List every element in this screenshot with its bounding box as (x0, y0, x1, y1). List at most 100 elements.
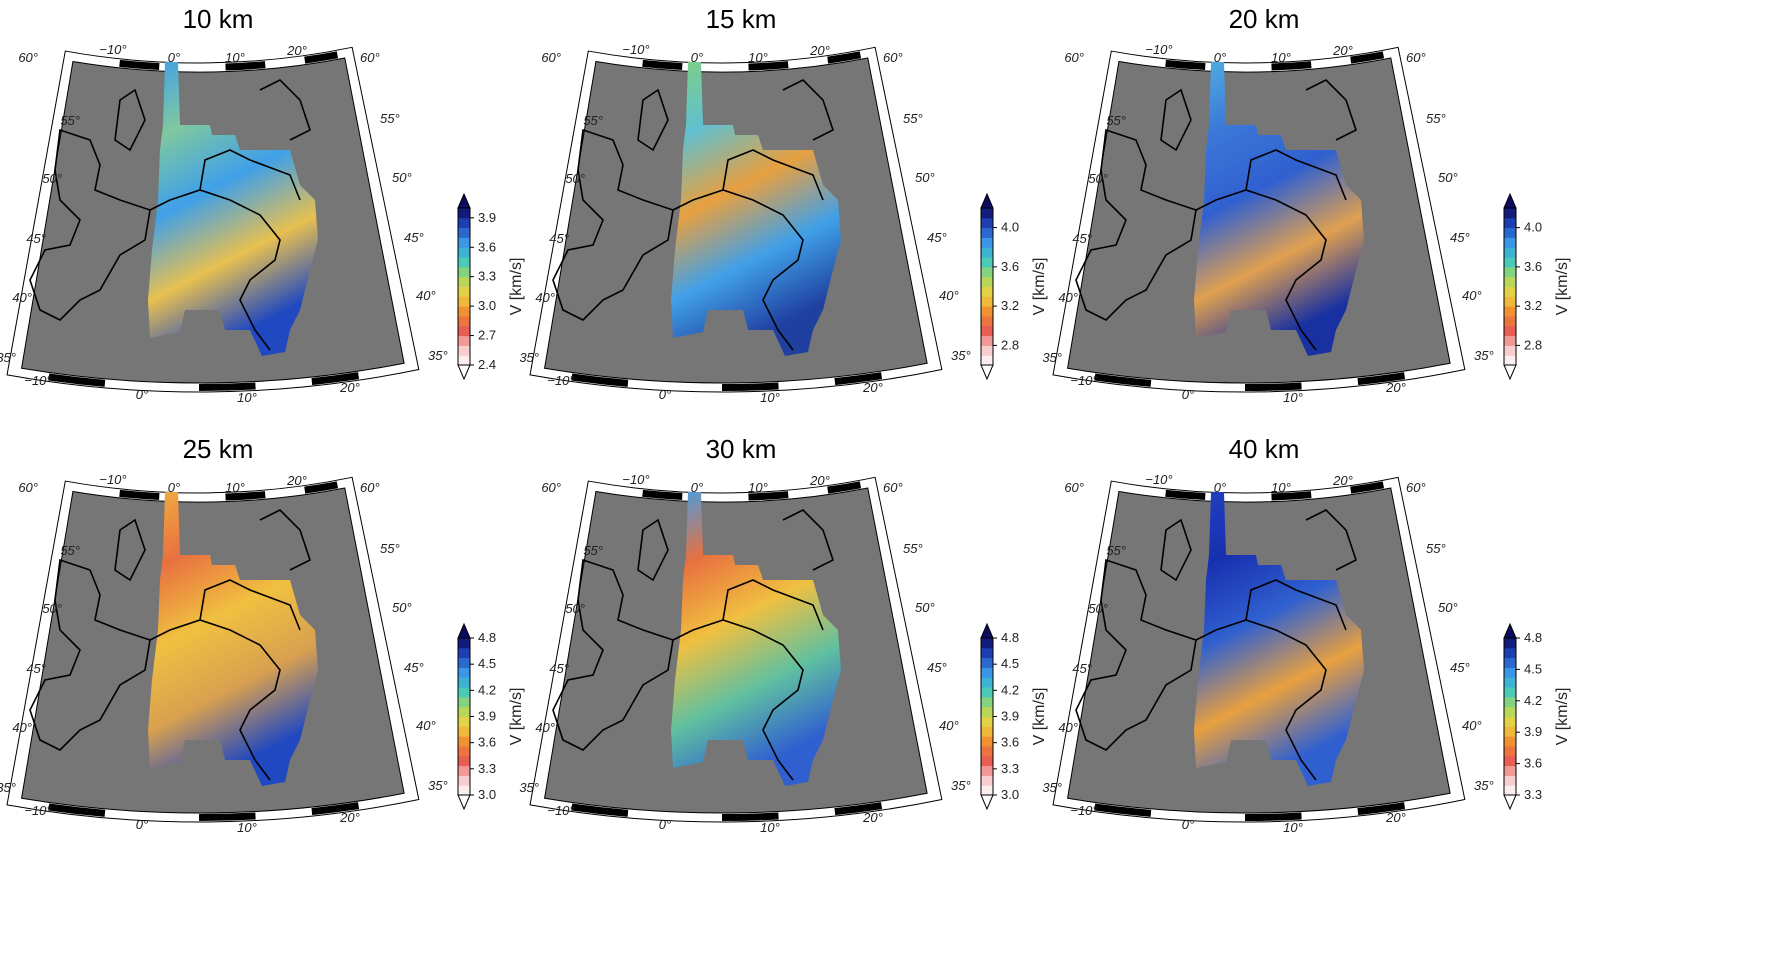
colorbar-segment (981, 287, 993, 297)
lon-label: −10° (1070, 803, 1097, 818)
lon-label: 10° (1283, 820, 1303, 835)
colorbar-segment (981, 316, 993, 326)
colorbar-segment (1504, 785, 1516, 795)
lon-label: 0° (136, 817, 148, 832)
colorbar-segment (1504, 746, 1516, 756)
lon-label: 0° (691, 480, 703, 495)
lat-label: 50° (915, 170, 935, 185)
colorbar-tick-label: 3.6 (478, 735, 496, 750)
map-panel: 25 km60°60°55°55°50°50°45°45°40°40°35°35… (0, 434, 525, 835)
lon-label: 20° (1385, 380, 1406, 395)
lon-label: 0° (168, 480, 180, 495)
lat-label: 35° (0, 350, 16, 365)
colorbar-min-triangle (1504, 365, 1516, 379)
lat-label: 50° (42, 171, 62, 186)
colorbar-segment (1504, 237, 1516, 247)
lon-label: 0° (1214, 480, 1226, 495)
colorbar-segment (458, 306, 470, 316)
lat-label: 50° (565, 601, 585, 616)
colorbar-segment (1504, 717, 1516, 727)
lon-label: −10° (99, 472, 126, 487)
colorbar-segment (458, 638, 470, 648)
colorbar-segment (981, 277, 993, 287)
lon-label: 20° (286, 473, 307, 488)
colorbar-tick-label: 4.8 (478, 630, 496, 645)
colorbar-tick-label: 3.3 (478, 269, 496, 284)
colorbar-segment (458, 697, 470, 707)
lat-label: 45° (404, 660, 424, 675)
colorbar-segment (1504, 267, 1516, 277)
lat-label: 55° (1106, 543, 1126, 558)
colorbar-segment (981, 785, 993, 795)
lat-label: 40° (1462, 288, 1482, 303)
lat-label: 35° (428, 348, 448, 363)
map-panel: 30 km60°60°55°55°50°50°45°45°40°40°35°35… (519, 434, 1048, 835)
colorbar-min-triangle (458, 795, 470, 809)
lon-label: 10° (748, 50, 768, 65)
colorbar-segment (458, 267, 470, 277)
lat-label: 45° (26, 661, 46, 676)
lat-label: 60° (360, 50, 380, 65)
colorbar-segment (981, 218, 993, 228)
lon-label: 0° (168, 50, 180, 65)
lon-label: 10° (1283, 390, 1303, 405)
colorbar-segment (981, 726, 993, 736)
colorbar-segment (981, 336, 993, 346)
lon-label: 0° (691, 50, 703, 65)
colorbar-tick-label: 4.5 (478, 656, 496, 671)
colorbar-tick-label: 4.5 (1001, 656, 1019, 671)
lon-label: 20° (809, 43, 830, 58)
lat-label: 45° (1450, 660, 1470, 675)
colorbar-segment (458, 766, 470, 776)
colorbar-segment (1504, 736, 1516, 746)
colorbar-segment (1504, 355, 1516, 365)
panel-title: 40 km (1229, 434, 1300, 464)
lon-label: −10° (1145, 42, 1172, 57)
lon-label: 0° (1182, 387, 1194, 402)
colorbar-tick-label: 2.8 (1524, 337, 1542, 352)
lat-label: 50° (1088, 171, 1108, 186)
colorbar-segment (981, 228, 993, 238)
colorbar-max-triangle (1504, 624, 1516, 638)
colorbar-segment (458, 687, 470, 697)
lat-label: 60° (1064, 480, 1084, 495)
colorbar-tick-label: 3.3 (478, 761, 496, 776)
colorbar-segment (1504, 208, 1516, 218)
panel-title: 10 km (183, 4, 254, 34)
colorbar-max-triangle (458, 624, 470, 638)
colorbar-segment (458, 257, 470, 267)
colorbar-segment (981, 247, 993, 257)
lat-label: 55° (903, 111, 923, 126)
lon-label: 10° (225, 480, 245, 495)
colorbar-segment (981, 667, 993, 677)
colorbar-segment (1504, 316, 1516, 326)
colorbar-segment (1504, 648, 1516, 658)
colorbar-label: V [km/s] (1554, 258, 1571, 316)
colorbar-segment (981, 658, 993, 668)
lat-label: 45° (404, 230, 424, 245)
colorbar-segment (1504, 326, 1516, 336)
colorbar-segment (1504, 677, 1516, 687)
lat-label: 45° (1072, 231, 1092, 246)
lat-label: 40° (12, 290, 32, 305)
colorbar-min-triangle (1504, 795, 1516, 809)
colorbar-tick-label: 4.8 (1524, 630, 1542, 645)
colorbar-tick-label: 4.2 (478, 682, 496, 697)
colorbar-segment (458, 208, 470, 218)
colorbar-segment (458, 746, 470, 756)
colorbar-tick-label: 3.9 (1524, 724, 1542, 739)
colorbar-segment (981, 736, 993, 746)
colorbar-tick-label: 2.8 (1001, 337, 1019, 352)
panel-title: 15 km (706, 4, 777, 34)
panel-title: 30 km (706, 434, 777, 464)
lat-label: 60° (360, 480, 380, 495)
colorbar-label: V [km/s] (1031, 258, 1048, 316)
lon-label: 0° (659, 817, 671, 832)
colorbar-segment (1504, 228, 1516, 238)
colorbar-segment (981, 306, 993, 316)
colorbar-min-triangle (981, 365, 993, 379)
colorbar-segment (981, 257, 993, 267)
colorbar-tick-label: 3.6 (1524, 259, 1542, 274)
lat-label: 40° (535, 290, 555, 305)
colorbar-tick-label: 3.3 (1001, 761, 1019, 776)
